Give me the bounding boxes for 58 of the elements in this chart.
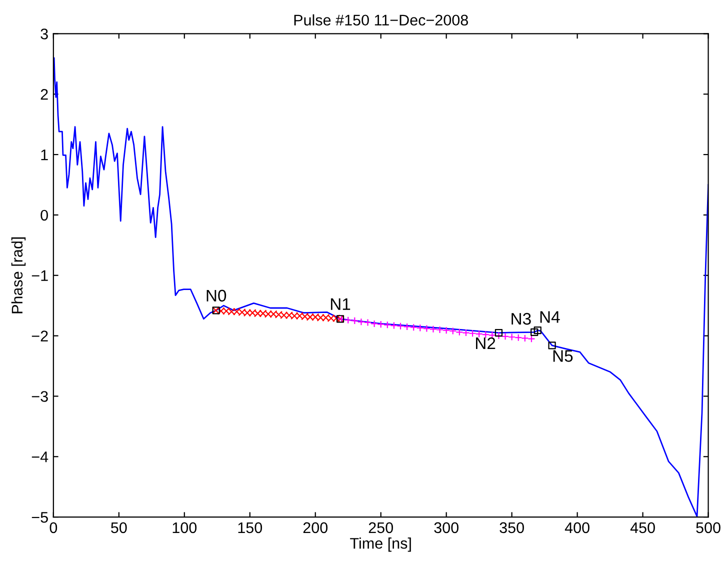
point	[514, 334, 522, 342]
point	[410, 324, 418, 332]
x-tick-label: 450	[630, 522, 655, 534]
annotation: N0	[206, 290, 226, 302]
x-axis-title: Time [ns]	[350, 538, 411, 552]
point	[436, 326, 444, 334]
annotation: N3	[512, 312, 531, 325]
point	[521, 334, 529, 342]
y-tick-label: −2	[32, 330, 48, 342]
point	[364, 318, 372, 326]
x-tick-label: 50	[111, 522, 127, 534]
y-tick-label: 3	[40, 28, 48, 40]
point	[429, 325, 438, 333]
point	[528, 335, 536, 343]
point	[508, 333, 516, 341]
y-axis-title: Phase [rad]	[11, 237, 26, 314]
x-tick-label: 250	[368, 522, 394, 534]
point	[530, 328, 538, 336]
point	[344, 316, 352, 324]
point	[350, 316, 358, 325]
y-tick-label: 2	[40, 89, 48, 100]
point	[384, 321, 392, 329]
point	[494, 328, 503, 337]
y-tick-label: −1	[32, 270, 48, 281]
point	[396, 322, 404, 330]
x-tick-label: 350	[500, 522, 524, 534]
x-tick-label: 300	[434, 522, 458, 534]
point	[390, 322, 398, 330]
x-tick-label: 400	[564, 522, 590, 534]
y-tick-label: −3	[32, 391, 48, 402]
chart-title: Pulse #150 11−Dec−2008	[294, 14, 468, 26]
point	[416, 324, 424, 332]
point	[370, 320, 378, 328]
x-tick-label: 0	[50, 522, 58, 534]
point	[456, 328, 464, 336]
y-tick-label: −4	[32, 452, 48, 462]
x-tick-label: 100	[172, 522, 197, 534]
point	[377, 320, 385, 328]
point	[468, 330, 476, 338]
annotation: N2	[476, 337, 496, 350]
point	[357, 318, 366, 326]
x-tick-label: 500	[696, 522, 720, 534]
y-tick-label: −5	[32, 512, 48, 523]
annotation: N5	[553, 350, 573, 362]
x-tick-label: 150	[238, 522, 262, 534]
y-tick-label: 1	[41, 150, 48, 160]
point	[403, 322, 411, 331]
annotation: N1	[330, 298, 350, 310]
x-tick-label: 200	[303, 522, 328, 534]
point	[449, 327, 457, 335]
point	[422, 324, 431, 332]
point	[501, 332, 510, 340]
point	[534, 326, 542, 334]
annotation: N4	[540, 311, 560, 323]
point	[442, 326, 450, 334]
point	[548, 342, 556, 350]
point	[462, 328, 470, 337]
y-tick-label: 0	[40, 210, 48, 221]
